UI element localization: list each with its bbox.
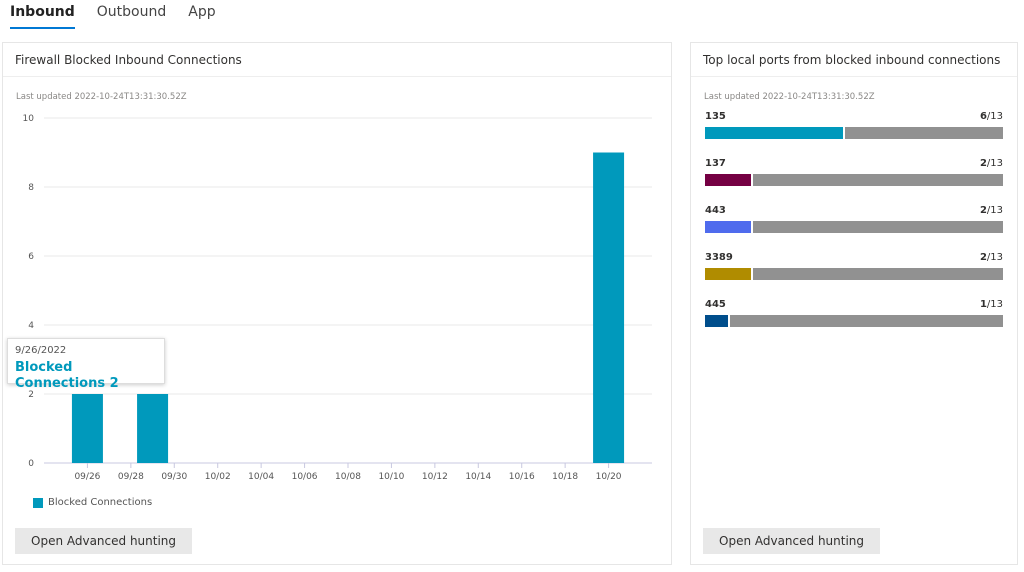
port-count: 2/13 xyxy=(979,205,1003,216)
port-bar xyxy=(705,127,1003,139)
x-tick-label: 10/14 xyxy=(465,472,491,480)
tooltip-value: Blocked Connections 2 xyxy=(15,360,119,391)
port-item[interactable]: 443 2/13 xyxy=(705,205,1003,233)
x-tick-label: 09/30 xyxy=(161,472,187,480)
open-advanced-hunting-button[interactable]: Open Advanced hunting xyxy=(15,528,193,554)
tooltip-date: 9/26/2022 xyxy=(15,345,67,356)
port-item[interactable]: 3389 2/13 xyxy=(705,252,1003,280)
port-count: 2/13 xyxy=(979,158,1003,169)
card-title: Firewall Blocked Inbound Connections xyxy=(3,43,671,77)
port-bar-rest xyxy=(752,268,1003,280)
top-ports-card: Top local ports from blocked inbound con… xyxy=(690,42,1018,565)
port-label: 3389 xyxy=(705,252,733,263)
chart-tooltip: 9/26/2022 Blocked Connections 2 xyxy=(7,338,165,391)
x-tick-label: 10/10 xyxy=(378,472,404,480)
x-tick-label: 10/12 xyxy=(422,472,448,480)
port-bar xyxy=(705,315,1003,327)
tab-outbound[interactable]: Outbound xyxy=(96,4,167,20)
y-tick-label: 10 xyxy=(23,114,35,124)
chart-legend[interactable]: Blocked Connections xyxy=(33,497,152,508)
port-item[interactable]: 135 6/13 xyxy=(705,111,1003,139)
port-bar-rest xyxy=(844,127,1003,139)
x-tick-label: 10/06 xyxy=(292,472,318,480)
port-bar-fill xyxy=(705,315,728,327)
port-bar xyxy=(705,174,1003,186)
port-bar-rest xyxy=(752,174,1003,186)
y-tick-label: 2 xyxy=(28,390,34,400)
x-tick-label: 10/18 xyxy=(552,472,578,480)
open-advanced-hunting-button-ports[interactable]: Open Advanced hunting xyxy=(703,528,881,554)
blocked-connections-chart: 0 2 4 6 8 10 09/26 09/28 09/30 10/02 10/04 10/06 10/… xyxy=(23,114,652,480)
port-label: 443 xyxy=(705,205,726,216)
firewall-chart-card: Firewall Blocked Inbound Connections xyxy=(2,42,672,565)
x-tick-label: 10/16 xyxy=(509,472,535,480)
port-label: 135 xyxy=(705,111,726,122)
bar xyxy=(71,394,103,463)
port-label: 137 xyxy=(705,158,726,169)
port-bar-fill xyxy=(705,268,751,280)
x-tick-label: 10/04 xyxy=(248,472,274,480)
port-count: 2/13 xyxy=(979,252,1003,263)
card-title: Top local ports from blocked inbound con… xyxy=(691,43,1017,77)
port-count: 6/13 xyxy=(979,111,1003,122)
x-tick-label: 10/08 xyxy=(335,472,361,480)
port-bar-fill xyxy=(705,127,843,139)
y-tick-label: 4 xyxy=(28,321,34,331)
port-item[interactable]: 137 2/13 xyxy=(705,158,1003,186)
port-bar-rest xyxy=(752,221,1003,233)
bar xyxy=(593,152,625,463)
x-tick-label: 09/26 xyxy=(74,472,100,480)
legend-label: Blocked Connections xyxy=(48,497,153,508)
port-bar-fill xyxy=(705,174,751,186)
y-tick-label: 0 xyxy=(28,459,34,469)
port-bar xyxy=(705,268,1003,280)
last-updated: Last updated 2022-10-24T13:31:30.52Z xyxy=(704,92,875,102)
tab-inbound[interactable]: Inbound xyxy=(10,2,75,29)
x-tick-label: 10/20 xyxy=(596,472,622,480)
y-tick-label: 6 xyxy=(28,252,34,262)
bar xyxy=(137,394,169,463)
tab-bar: Inbound Outbound App xyxy=(10,2,216,29)
port-item[interactable]: 445 1/13 xyxy=(705,299,1003,327)
legend-swatch xyxy=(33,497,43,508)
port-count: 1/13 xyxy=(979,299,1003,310)
x-tick-label: 09/28 xyxy=(118,472,144,480)
port-label: 445 xyxy=(705,299,726,310)
port-bar-fill xyxy=(705,221,751,233)
x-tick-label: 10/02 xyxy=(205,472,231,480)
port-bar-rest xyxy=(729,315,1003,327)
y-tick-label: 8 xyxy=(28,183,34,193)
port-bar xyxy=(705,221,1003,233)
tab-app[interactable]: App xyxy=(188,4,216,20)
last-updated: Last updated 2022-10-24T13:31:30.52Z xyxy=(16,92,187,102)
